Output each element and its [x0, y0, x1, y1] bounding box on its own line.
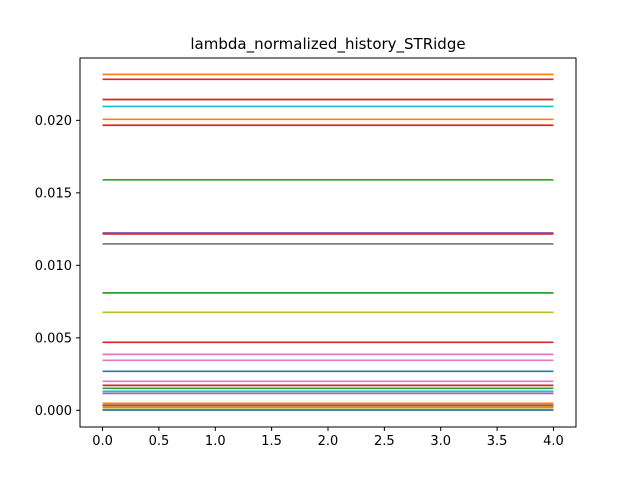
x-tick-label: 1.0 [205, 434, 226, 449]
x-tick-label: 2.0 [318, 434, 339, 449]
y-tick-label: 0.010 [35, 259, 72, 274]
chart-title: lambda_normalized_history_STRidge [190, 35, 465, 54]
x-tick-label: 0.0 [92, 434, 113, 449]
y-tick-label: 0.020 [35, 114, 72, 129]
x-tick-label: 4.0 [543, 434, 564, 449]
y-axis-ticks: 0.000 0.005 0.010 0.015 0.020 [35, 114, 80, 419]
x-tick-label: 3.0 [430, 434, 451, 449]
y-tick-label: 0.000 [35, 404, 72, 419]
x-tick-label: 1.5 [261, 434, 282, 449]
x-axis-ticks: 0.0 0.5 1.0 1.5 2.0 2.5 3.0 3.5 4.0 [92, 427, 564, 449]
x-tick-label: 3.5 [487, 434, 508, 449]
x-tick-label: 2.5 [374, 434, 395, 449]
plot-area-frame [79, 57, 577, 428]
x-tick-label: 0.5 [149, 434, 170, 449]
series-layer [102, 73, 554, 411]
y-tick-label: 0.015 [35, 186, 72, 201]
y-tick-label: 0.005 [35, 331, 72, 346]
